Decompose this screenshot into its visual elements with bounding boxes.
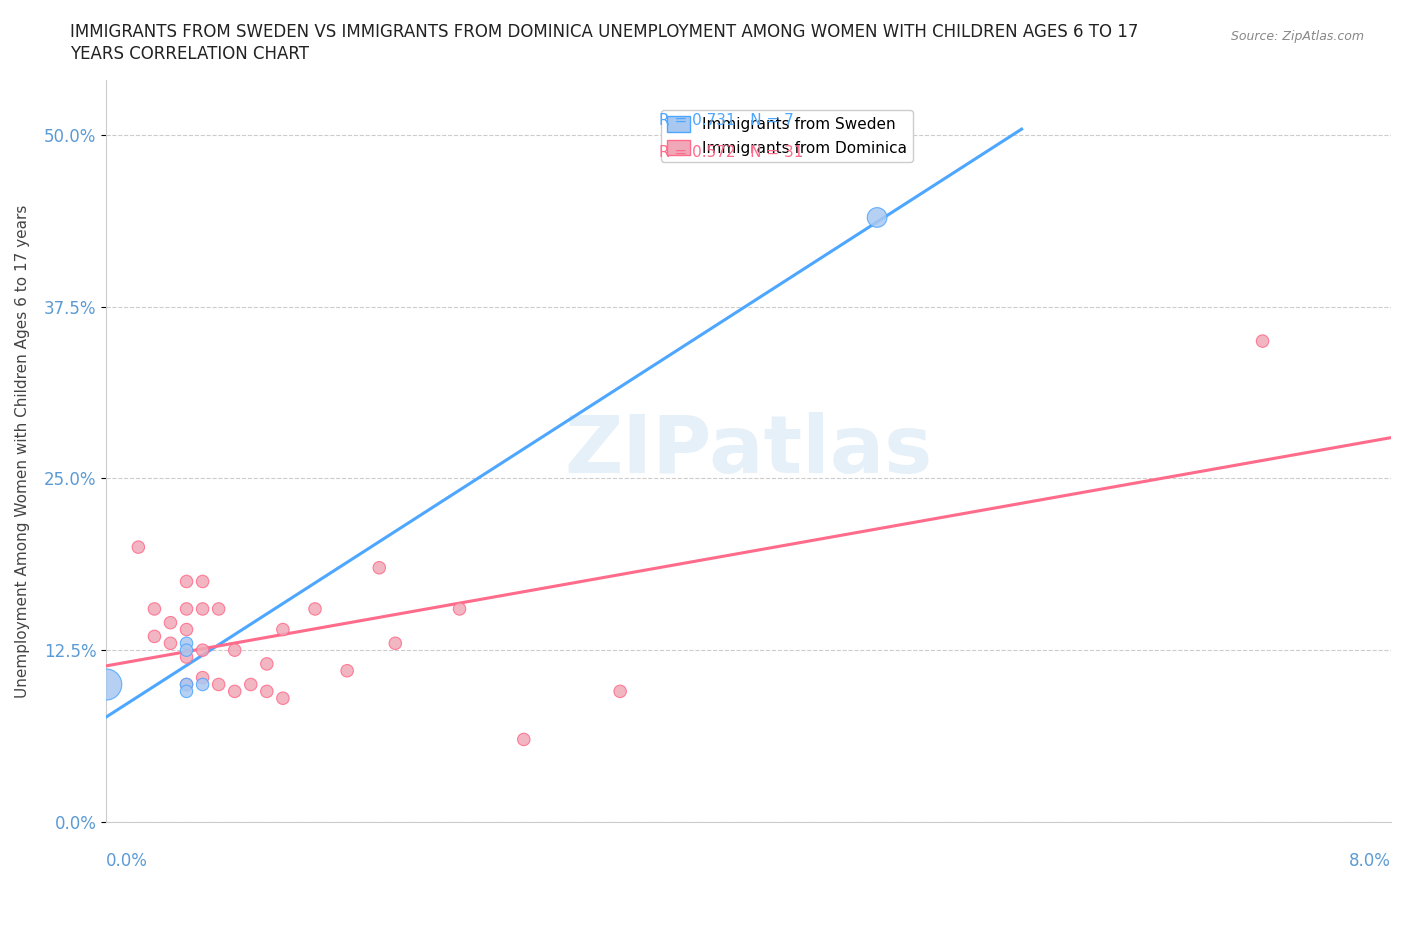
Text: IMMIGRANTS FROM SWEDEN VS IMMIGRANTS FROM DOMINICA UNEMPLOYMENT AMONG WOMEN WITH: IMMIGRANTS FROM SWEDEN VS IMMIGRANTS FRO… — [70, 23, 1139, 41]
Point — [224, 684, 246, 698]
Text: 0.0%: 0.0% — [107, 852, 148, 870]
Point — [176, 677, 198, 692]
Point — [256, 657, 278, 671]
Point — [191, 574, 214, 589]
Point — [176, 684, 198, 698]
Point — [513, 732, 536, 747]
Point — [176, 677, 198, 692]
Point — [176, 622, 198, 637]
Point — [176, 574, 198, 589]
Point — [224, 643, 246, 658]
Text: Source: ZipAtlas.com: Source: ZipAtlas.com — [1230, 30, 1364, 43]
Point — [127, 539, 149, 554]
Point — [271, 622, 294, 637]
Point — [191, 671, 214, 685]
Point — [866, 210, 889, 225]
Legend: Immigrants from Sweden, Immigrants from Dominica: Immigrants from Sweden, Immigrants from … — [661, 110, 914, 162]
Point — [208, 602, 231, 617]
Point — [191, 643, 214, 658]
Text: R = 0.572   N = 31: R = 0.572 N = 31 — [658, 145, 803, 160]
Point — [159, 636, 181, 651]
Point — [191, 602, 214, 617]
Point — [96, 677, 118, 692]
Point — [239, 677, 262, 692]
Point — [143, 629, 166, 644]
Point — [1251, 334, 1274, 349]
Point — [384, 636, 406, 651]
Point — [208, 677, 231, 692]
Point — [176, 643, 198, 658]
Text: ZIPatlas: ZIPatlas — [564, 412, 932, 490]
Point — [271, 691, 294, 706]
Point — [256, 684, 278, 698]
Point — [609, 684, 631, 698]
Point — [176, 649, 198, 664]
Y-axis label: Unemployment Among Women with Children Ages 6 to 17 years: Unemployment Among Women with Children A… — [15, 205, 30, 698]
Text: YEARS CORRELATION CHART: YEARS CORRELATION CHART — [70, 45, 309, 62]
Text: R = 0.731   N = 7: R = 0.731 N = 7 — [658, 113, 793, 128]
Point — [368, 560, 391, 575]
Point — [176, 636, 198, 651]
Point — [449, 602, 471, 617]
Point — [304, 602, 326, 617]
Point — [159, 616, 181, 631]
Point — [191, 677, 214, 692]
Point — [143, 602, 166, 617]
Text: 8.0%: 8.0% — [1350, 852, 1391, 870]
Point — [176, 602, 198, 617]
Point — [336, 663, 359, 678]
